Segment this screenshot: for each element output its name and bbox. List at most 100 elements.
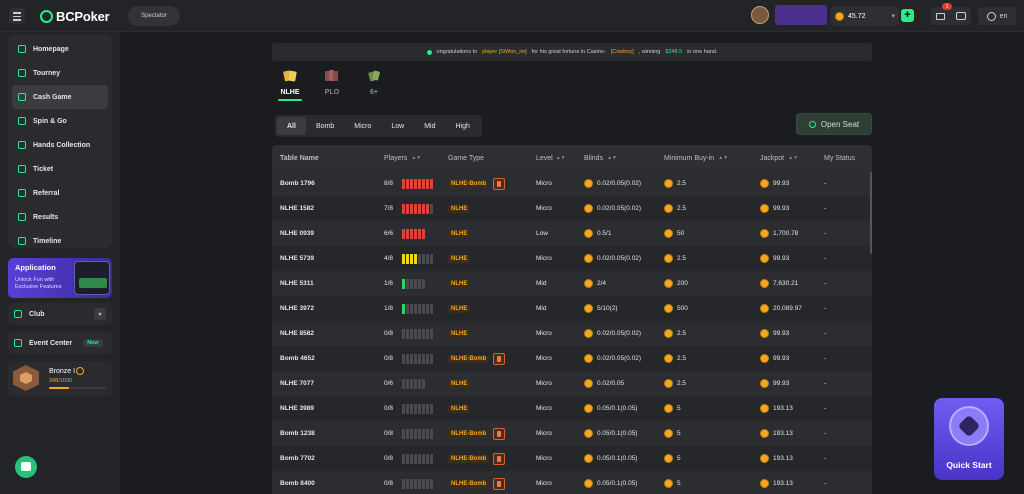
rank-card[interactable]: Bronze I 348/1000: [8, 361, 112, 396]
seat-bar: [422, 278, 425, 289]
sidebar-item-club[interactable]: Club ▾: [8, 303, 112, 325]
avatar[interactable]: [751, 6, 769, 24]
table-row[interactable]: NLHE 5739 4/8 NLHE Micro 0.02/0.05(0.02) 2.5 9…: [272, 246, 872, 271]
jackpot-cell: 99.93: [760, 204, 824, 213]
table-row[interactable]: Bomb 1238 0/8 NLHE-Bomb Micro 0.05/0.1(0.05)…: [272, 421, 872, 446]
spectator-button[interactable]: Spectator: [128, 6, 180, 26]
blinds-cell: 2/4: [584, 279, 664, 288]
filter-tab-mid[interactable]: Mid: [424, 122, 436, 130]
seat-bar: [406, 278, 409, 289]
table-row[interactable]: Bomb 8400 0/8 NLHE-Bomb Micro 0.05/0.1(0.05)…: [272, 471, 872, 494]
deposit-button[interactable]: +: [901, 9, 914, 22]
seat-bar: [418, 278, 421, 289]
open-seat-icon: [808, 120, 816, 128]
balance-selector[interactable]: 45.72 ▾: [831, 6, 899, 26]
seat-fill-bars: [402, 253, 433, 264]
sidebar-item-cash-game[interactable]: Cash Game: [12, 85, 108, 109]
table-row[interactable]: NLHE 3989 0/8 NLHE Micro 0.05/0.1(0.05) 5 193.…: [272, 396, 872, 421]
sidebar-item-homepage[interactable]: Homepage: [12, 37, 108, 61]
level-value: Mid: [536, 305, 547, 312]
filter-tab-low[interactable]: Low: [391, 122, 405, 130]
filter-tab-all[interactable]: All: [277, 117, 306, 135]
coin-icon: [760, 404, 769, 413]
support-chat-button[interactable]: [15, 456, 37, 478]
table-row[interactable]: NLHE 3972 1/8 NLHE Mid 5/10(2) 500 20,089.97 -: [272, 296, 872, 321]
filter-tab-high[interactable]: High: [455, 122, 470, 130]
seat-bar: [410, 278, 413, 289]
chat-icon[interactable]: [955, 12, 966, 20]
col-level[interactable]: Level ▲▼: [536, 154, 566, 162]
col-blinds[interactable]: Blinds ▲▼: [584, 154, 617, 162]
coin-icon: [664, 254, 673, 263]
filter-tab-bomb[interactable]: Bomb: [315, 122, 335, 130]
menu-icon[interactable]: [9, 8, 25, 24]
col-jackpot[interactable]: Jackpot ▲▼: [760, 154, 799, 162]
sort-icon: ▲▼: [788, 155, 799, 161]
seat-bar: [422, 328, 425, 339]
quick-start-button[interactable]: Quick Start: [934, 398, 1004, 480]
col-players[interactable]: Players ▲▼: [384, 154, 422, 162]
seat-bar: [418, 228, 421, 239]
mail-icon[interactable]: [936, 12, 946, 20]
coin-icon: [760, 179, 769, 188]
seat-bar: [422, 228, 425, 239]
table-row[interactable]: Bomb 1796 8/8 NLHE-Bomb Micro 0.02/0.05(0.02…: [272, 171, 872, 196]
sidebar-item-ticket[interactable]: Ticket: [12, 157, 108, 181]
buyin-cell: 2.5: [664, 179, 760, 188]
blinds-value: 0.5/1: [597, 230, 612, 237]
seat-bar: [418, 203, 421, 214]
sidebar-item-tourney[interactable]: Tourney: [12, 61, 108, 85]
info-icon[interactable]: [76, 367, 84, 375]
application-card[interactable]: Application Unlock Fun with Exclusive Fe…: [8, 258, 112, 298]
col-min-buyin[interactable]: Minimum Buy-in ▲▼: [664, 154, 729, 162]
chevron-down-icon[interactable]: ▾: [94, 308, 106, 320]
tab-nlhe[interactable]: NLHE: [276, 68, 304, 101]
sidebar-item-event-center[interactable]: Event Center New: [8, 332, 112, 354]
user-banner[interactable]: [775, 5, 827, 25]
sidebar-item-referral[interactable]: Referral: [12, 181, 108, 205]
seat-bar: [406, 303, 409, 314]
seat-bar: [422, 178, 425, 189]
sidebar-item-hands-collection[interactable]: Hands Collection: [12, 133, 108, 157]
coin-icon: [664, 479, 673, 488]
seat-bar: [414, 228, 417, 239]
table-row[interactable]: Bomb 7702 0/8 NLHE-Bomb Micro 0.05/0.1(0.05)…: [272, 446, 872, 471]
logo[interactable]: BCPoker: [40, 8, 110, 24]
table-row[interactable]: NLHE 5311 1/6 NLHE Mid 2/4 200 7,630.21 -: [272, 271, 872, 296]
table-row[interactable]: NLHE 8582 0/8 NLHE Micro 0.02/0.05(0.02) 2.5 9…: [272, 321, 872, 346]
open-seat-button[interactable]: Open Seat: [796, 113, 872, 135]
seat-bar: [418, 303, 421, 314]
players-count: 6/6: [384, 230, 394, 237]
seat-bar: [414, 353, 417, 364]
seat-fill-bars: [402, 178, 433, 189]
seat-bar: [430, 328, 433, 339]
table-name: NLHE 3989: [280, 405, 314, 412]
seat-bar: [430, 203, 433, 214]
buyin-value: 50: [677, 230, 685, 237]
table-row[interactable]: Bomb 4652 0/8 NLHE-Bomb Micro 0.02/0.05(0.02…: [272, 346, 872, 371]
language-button[interactable]: en: [978, 7, 1016, 25]
tab-plo[interactable]: PLO: [318, 68, 346, 101]
level-cell: Micro: [536, 355, 584, 362]
bomb-pot-icon: [493, 427, 506, 440]
table-body: Bomb 1796 8/8 NLHE-Bomb Micro 0.02/0.05(0.02…: [272, 171, 872, 494]
players-cell: 4/8: [384, 253, 448, 264]
players-count: 0/8: [384, 480, 394, 487]
sidebar-item-results[interactable]: Results: [12, 205, 108, 229]
tab-6plus[interactable]: 6+: [360, 68, 388, 101]
seat-bar: [418, 378, 421, 389]
sidebar-item-timeline[interactable]: Timeline: [12, 229, 108, 253]
table-row[interactable]: NLHE 1582 7/8 NLHE Micro 0.02/0.05(0.02) 2.5 9…: [272, 196, 872, 221]
sidebar-item-spin-go[interactable]: Spin & Go: [12, 109, 108, 133]
game-type-cell: NLHE: [448, 329, 536, 338]
club-label: Club: [29, 310, 45, 318]
table-scrollbar[interactable]: [870, 172, 872, 254]
filter-tab-micro[interactable]: Micro: [354, 122, 372, 130]
seat-bar: [430, 303, 433, 314]
sort-icon: ▲▼: [411, 155, 422, 161]
table-row[interactable]: NLHE 0939 6/6 NLHE Low 0.5/1 50 1,700.78 -: [272, 221, 872, 246]
coin-icon: [584, 429, 593, 438]
sidebar: Homepage Tourney Cash Game Spin & Go Hands C…: [0, 32, 120, 494]
table-row[interactable]: NLHE 7077 0/6 NLHE Micro 0.02/0.05 2.5 99.93 -: [272, 371, 872, 396]
players-count: 0/8: [384, 355, 394, 362]
